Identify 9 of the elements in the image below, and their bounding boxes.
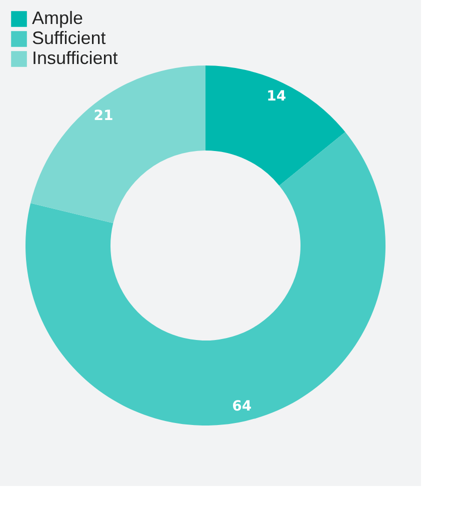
legend-label: Ample [32,8,84,28]
donut-slice [26,132,386,426]
donut-slice [206,66,346,186]
data-label: 64 [232,398,252,414]
data-label: 21 [94,108,114,124]
data-label: 14 [266,88,286,105]
legend-label: Sufficient [32,28,106,48]
donut-slice [30,66,206,224]
legend-label: Insufficient [32,48,118,68]
